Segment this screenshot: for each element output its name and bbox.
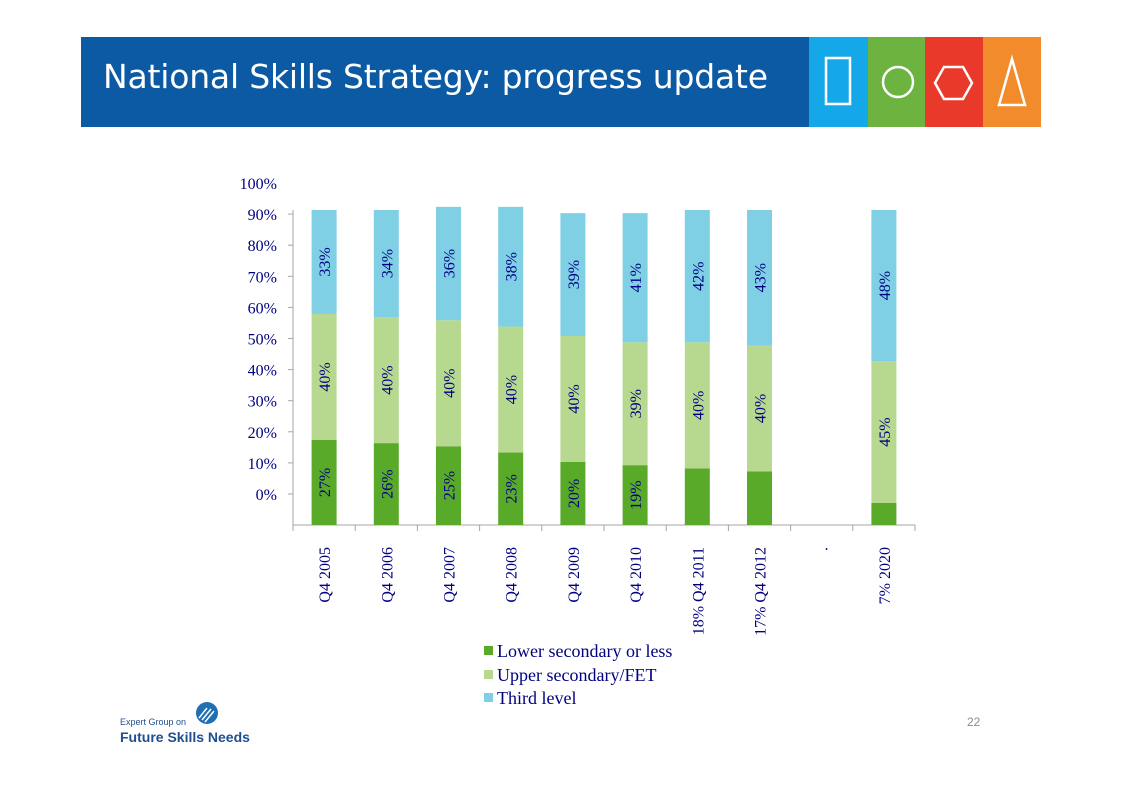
bar-segment	[498, 326, 524, 453]
x-tick-label: Q4 2006	[379, 547, 396, 603]
y-tick-label: 40%	[248, 363, 277, 380]
y-tick-label: 0%	[256, 487, 277, 504]
data-label: 23%	[504, 474, 521, 503]
legend-swatch	[484, 646, 493, 656]
bar-segment	[498, 452, 524, 525]
bar-segment	[747, 471, 772, 525]
y-tick-label: 10%	[248, 456, 277, 473]
x-tick-label: Q4 2008	[504, 547, 521, 603]
x-tick-label: Q4 2007	[442, 547, 459, 603]
y-tick-label: 30%	[248, 394, 277, 411]
bar-segment	[560, 336, 586, 462]
y-tick-label: 50%	[248, 332, 277, 349]
data-label: 48%	[877, 271, 894, 300]
bar-segment	[560, 213, 586, 336]
page-title: National Skills Strategy: progress updat…	[103, 57, 768, 96]
data-label: 19%	[628, 480, 645, 509]
data-label: 25%	[442, 471, 459, 500]
data-label: 38%	[504, 252, 521, 281]
bar-segment	[622, 342, 648, 466]
data-label: 42%	[690, 261, 707, 290]
legend-label: Third level	[497, 688, 577, 708]
data-label: 43%	[753, 263, 770, 292]
y-tick-label: 60%	[248, 300, 277, 317]
bar-segment	[684, 468, 710, 525]
legend-item-third-level: Third level	[484, 687, 672, 711]
x-tick-label: Q4 2010	[628, 547, 645, 603]
y-tick-label: 80%	[248, 238, 277, 255]
data-label: 40%	[504, 375, 521, 404]
data-label: 27%	[317, 468, 334, 497]
bar-segment	[436, 446, 461, 525]
legend-swatch	[484, 669, 493, 679]
bar-segment	[311, 439, 337, 525]
y-tick-label: 70%	[248, 269, 277, 286]
bar-segment	[311, 210, 337, 314]
data-label: 39%	[566, 260, 583, 289]
expert-group-logo: Expert Group on Future Skills Needs	[120, 700, 250, 748]
data-label: 40%	[690, 391, 707, 420]
y-tick-label: 20%	[248, 425, 277, 442]
x-tick-label: 18% Q4 2011	[690, 547, 707, 635]
bar-segment	[684, 210, 710, 343]
data-label: 26%	[379, 469, 396, 498]
x-tick-label: Q4 2005	[317, 547, 334, 603]
bar-segment	[560, 462, 586, 525]
data-label: 40%	[379, 365, 396, 394]
x-tick-label: 17% Q4 2012	[753, 547, 770, 636]
bar-segment	[436, 206, 461, 321]
bar-segment	[373, 210, 399, 318]
data-label: 36%	[442, 249, 459, 278]
data-label: 34%	[379, 249, 396, 278]
title-bar: National Skills Strategy: progress updat…	[81, 37, 809, 127]
page-number: 22	[967, 715, 981, 729]
hexagon-icon	[925, 37, 983, 127]
y-tick-label: 90%	[248, 207, 277, 224]
legend-label: Lower secondary or less	[497, 641, 673, 661]
square-icon	[809, 37, 868, 127]
data-label: 20%	[566, 479, 583, 508]
legend-swatch	[484, 693, 493, 703]
bar-segment	[622, 213, 648, 343]
bar-segment	[747, 345, 772, 472]
data-label: 40%	[566, 384, 583, 413]
data-label: 45%	[877, 417, 894, 446]
bar-segment	[871, 361, 897, 503]
data-label: 40%	[442, 369, 459, 398]
legend-item-upper-secondary: Upper secondary/FET	[484, 664, 672, 688]
x-tick-label: 7% 2020	[877, 547, 894, 604]
x-tick-label: Q4 2009	[566, 547, 583, 603]
triangle-icon	[983, 37, 1041, 127]
data-label: 40%	[317, 362, 334, 391]
y-tick-label: 100%	[240, 176, 277, 193]
bar-segment	[436, 320, 461, 447]
bar-segment	[871, 502, 897, 525]
legend-label: Upper secondary/FET	[497, 664, 657, 685]
bar-segment	[311, 313, 337, 440]
data-label: 41%	[628, 263, 645, 292]
bar-segment	[498, 206, 524, 327]
bar-segment	[622, 465, 648, 525]
bar-segment	[373, 443, 399, 525]
circle-icon	[868, 37, 925, 127]
logo-title: Future Skills Needs	[120, 729, 250, 745]
legend-item-lower-secondary: Lower secondary or less	[484, 640, 672, 664]
data-label: 40%	[753, 394, 770, 423]
logo-subtitle: Expert Group on	[120, 717, 187, 727]
bar-segment	[373, 317, 399, 444]
bar-segment	[684, 342, 710, 469]
data-label: 39%	[628, 389, 645, 418]
bar-segment	[871, 210, 897, 362]
data-label: 33%	[317, 247, 334, 276]
x-tick-label: .	[815, 547, 832, 551]
logo-swoosh-icon	[196, 702, 218, 724]
bar-segment	[747, 210, 772, 346]
chart-legend: Lower secondary or less Upper secondary/…	[484, 640, 672, 711]
